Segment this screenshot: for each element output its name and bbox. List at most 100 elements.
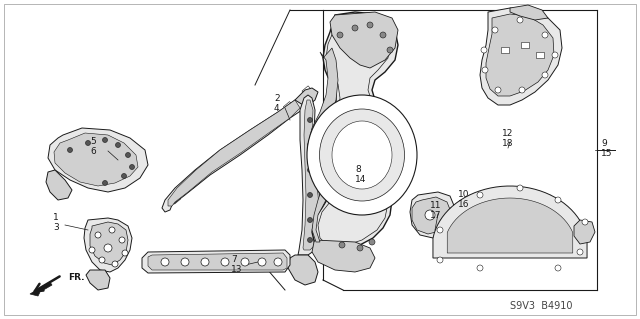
Circle shape [99,257,105,263]
Circle shape [95,232,101,238]
Polygon shape [308,48,338,242]
Circle shape [517,17,523,23]
Circle shape [477,192,483,198]
Circle shape [519,87,525,93]
Bar [265,117,273,125]
Polygon shape [48,128,148,192]
Bar [246,133,255,141]
Circle shape [481,47,487,53]
Text: 17: 17 [430,211,442,220]
Circle shape [357,245,363,251]
Circle shape [181,258,189,266]
Circle shape [492,27,498,33]
Polygon shape [54,133,138,186]
Polygon shape [312,240,375,272]
Ellipse shape [307,95,417,215]
Bar [265,254,275,262]
Circle shape [380,32,386,38]
Circle shape [307,117,312,122]
Circle shape [337,32,343,38]
Polygon shape [574,220,595,244]
Circle shape [555,265,561,271]
Bar [191,180,199,188]
Polygon shape [303,100,320,250]
Text: 14: 14 [355,175,366,184]
Circle shape [221,258,229,266]
Circle shape [122,250,128,256]
Circle shape [258,258,266,266]
Circle shape [89,247,95,253]
Circle shape [387,47,393,53]
Circle shape [67,147,72,152]
Bar [210,254,220,262]
Circle shape [129,165,134,169]
Polygon shape [448,208,462,228]
Polygon shape [510,5,548,20]
Circle shape [542,72,548,78]
Circle shape [112,261,118,267]
Text: 9: 9 [601,139,607,148]
Bar [302,86,310,94]
Circle shape [241,258,249,266]
Text: 8: 8 [355,165,361,174]
Text: FR.: FR. [68,273,84,283]
Circle shape [307,218,312,222]
Text: 2: 2 [274,94,280,103]
Bar [155,254,165,262]
Circle shape [102,137,108,143]
Text: 12: 12 [502,129,513,138]
Circle shape [552,52,558,58]
Text: 16: 16 [458,200,470,209]
Polygon shape [312,12,398,252]
Circle shape [307,143,312,147]
Text: 10: 10 [458,190,470,199]
Polygon shape [162,95,310,212]
Circle shape [367,22,373,28]
Circle shape [307,238,312,242]
Text: 5: 5 [90,137,96,146]
Polygon shape [30,282,52,296]
Circle shape [102,181,108,186]
Circle shape [201,258,209,266]
Circle shape [582,219,588,225]
Circle shape [369,239,375,245]
Bar [209,164,218,173]
Polygon shape [330,12,398,68]
Text: 18: 18 [502,139,513,148]
Ellipse shape [319,109,404,201]
Text: 13: 13 [231,265,243,274]
Text: 1: 1 [53,213,59,222]
Polygon shape [447,198,573,253]
Text: 4: 4 [274,104,280,113]
Circle shape [482,67,488,73]
Circle shape [352,25,358,31]
Circle shape [161,258,169,266]
Circle shape [115,143,120,147]
Text: 3: 3 [53,223,59,232]
Circle shape [477,265,483,271]
Circle shape [86,140,90,145]
Bar [536,52,544,58]
Polygon shape [86,270,110,290]
Bar [284,101,292,110]
Bar [172,196,180,204]
Polygon shape [412,197,451,234]
Circle shape [274,258,282,266]
Circle shape [307,167,312,173]
Text: S9V3  B4910: S9V3 B4910 [510,301,573,311]
Polygon shape [486,14,554,96]
Polygon shape [142,250,290,273]
Polygon shape [46,170,72,200]
Circle shape [109,227,115,233]
Polygon shape [298,95,322,255]
Polygon shape [410,192,455,238]
Ellipse shape [332,121,392,189]
Circle shape [339,242,345,248]
Polygon shape [84,218,132,272]
Text: 11: 11 [430,201,442,210]
Circle shape [542,32,548,38]
Polygon shape [90,222,128,265]
Circle shape [122,174,127,179]
Circle shape [555,197,561,203]
Text: 15: 15 [601,149,612,158]
